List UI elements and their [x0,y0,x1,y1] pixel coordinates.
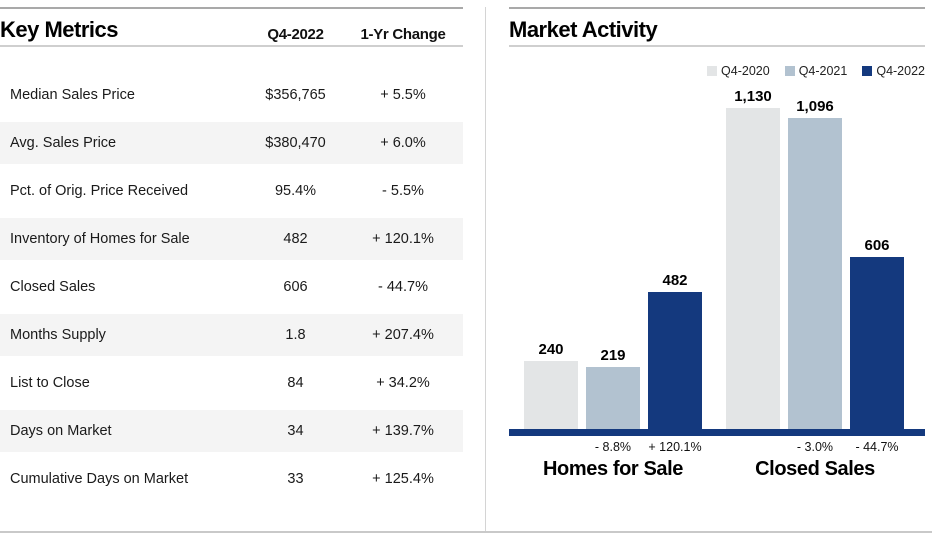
bar [726,108,780,429]
bar-value-label: 1,130 [734,88,772,105]
bar-value-label: 240 [538,341,564,358]
bar [586,367,640,429]
legend-label: Q4-2022 [876,63,925,78]
metric-label: Days on Market [10,423,112,439]
change-label [524,440,578,454]
metric-change: + 207.4% [372,327,434,343]
bar [648,292,702,429]
metric-label: Median Sales Price [10,87,135,103]
key-metrics-title: Key Metrics [0,17,119,42]
market-activity-header: Market Activity [509,9,925,45]
change-label: + 120.1% [648,440,702,454]
legend-item: Q4-2022 [862,64,925,78]
market-activity-panel: Market Activity Q4-2020 Q4-2021 Q4-2022 24… [486,7,932,531]
table-row: List to Close 84 + 34.2% [0,359,463,407]
metric-label: Avg. Sales Price [10,135,117,151]
pct-labels-strip: - 8.8% + 120.1% - 3.0% - 44.7% [509,440,925,454]
key-metrics-header: Key Metrics Q4-2022 1-Yr Change [0,9,463,45]
metric-value: 34 [287,423,304,439]
key-metrics-inner: Key Metrics Q4-2022 1-Yr Change Median S… [0,7,463,503]
table-row: Days on Market 34 + 139.7% [0,407,463,455]
metric-label: Cumulative Days on Market [10,471,189,487]
legend-swatch-icon [707,65,718,76]
metric-change: + 6.0% [380,135,426,151]
bar-value-label: 219 [600,347,626,364]
column-header-quarter: Q4-2022 [267,26,324,43]
market-activity-title: Market Activity [509,17,658,42]
top-rule [0,7,463,9]
bar-value-label: 482 [662,272,688,289]
metric-value: 95.4% [274,183,317,199]
metric-change: + 125.4% [372,471,434,487]
pct-group: - 8.8% + 120.1% [524,440,702,454]
key-metrics-panel: Key Metrics Q4-2022 1-Yr Change Median S… [0,7,485,531]
title-underline [509,45,925,47]
legend-swatch-icon [862,65,873,76]
metric-value: $356,765 [265,87,326,103]
bar-group: 1,130 1,096 606 [726,88,904,429]
metric-change: - 44.7% [378,279,428,295]
metric-change: + 5.5% [380,87,426,103]
table-row: Months Supply 1.8 + 207.4% [0,311,463,359]
metric-value: 33 [287,471,304,487]
metric-label: Months Supply [10,327,106,343]
metric-label: List to Close [10,375,90,391]
bar-value-label: 606 [864,237,890,254]
table-row: Median Sales Price $356,765 + 5.5% [0,71,463,119]
metric-change: + 139.7% [372,423,434,439]
top-rule [509,7,925,9]
report-columns: Key Metrics Q4-2022 1-Yr Change Median S… [0,7,932,533]
category-label: Homes for Sale [542,458,683,480]
metric-value: 606 [283,279,308,295]
group-titles-strip: Homes for Sale Closed Sales [509,458,925,481]
metric-label: Closed Sales [10,279,96,295]
title-underline [0,45,463,47]
bar [850,257,904,429]
category-label: Closed Sales [755,458,875,480]
metric-change: + 34.2% [376,375,430,391]
column-header-change: 1-Yr Change [360,26,446,43]
chart-legend: Q4-2020 Q4-2021 Q4-2022 [509,63,925,78]
bar-column: 1,130 [726,88,780,429]
bar-column: 219 [586,347,640,429]
bars-strip: 240 219 482 1,130 1,096 606 [509,84,925,429]
change-label: - 44.7% [855,440,899,454]
bar-column: 1,096 [788,98,842,429]
legend-label: Q4-2020 [721,63,770,78]
pct-group: - 3.0% - 44.7% [726,440,904,454]
bar [524,361,578,429]
metric-change: - 5.5% [382,183,424,199]
bar-column: 482 [648,272,702,429]
legend-item: Q4-2021 [784,63,848,78]
bar [788,118,842,429]
market-activity-chart: 240 219 482 1,130 1,096 606 - 8.8% + 120.1% - 3… [509,84,925,481]
table-row: Avg. Sales Price $380,470 + 6.0% [0,119,463,167]
table-row: Pct. of Orig. Price Received 95.4% - 5.5% [0,167,463,215]
legend-label: Q4-2021 [798,63,848,78]
metric-label: Inventory of Homes for Sale [10,231,190,247]
x-axis-line [509,429,925,436]
metric-value: 84 [287,375,304,391]
table-row: Closed Sales 606 - 44.7% [0,263,463,311]
metric-label: Pct. of Orig. Price Received [10,183,189,199]
metric-value: 1.8 [285,327,306,343]
bar-group: 240 219 482 [524,272,702,429]
legend-item: Q4-2020 [707,64,770,78]
metrics-table: Median Sales Price $356,765 + 5.5% Avg. Sal… [0,71,463,503]
table-row: Cumulative Days on Market 33 + 125.4% [0,455,463,503]
bar-value-label: 1,096 [796,98,834,115]
bar-column: 240 [524,341,578,429]
change-label [726,440,780,454]
vertical-divider [485,7,486,531]
metric-value: $380,470 [265,135,326,151]
bar-column: 606 [850,237,904,429]
table-row: Inventory of Homes for Sale 482 + 120.1% [0,215,463,263]
metric-value: 482 [283,231,308,247]
change-label: - 8.8% [594,440,632,454]
metric-change: + 120.1% [372,231,434,247]
legend-swatch-icon [784,65,795,76]
change-label: - 3.0% [796,440,834,454]
